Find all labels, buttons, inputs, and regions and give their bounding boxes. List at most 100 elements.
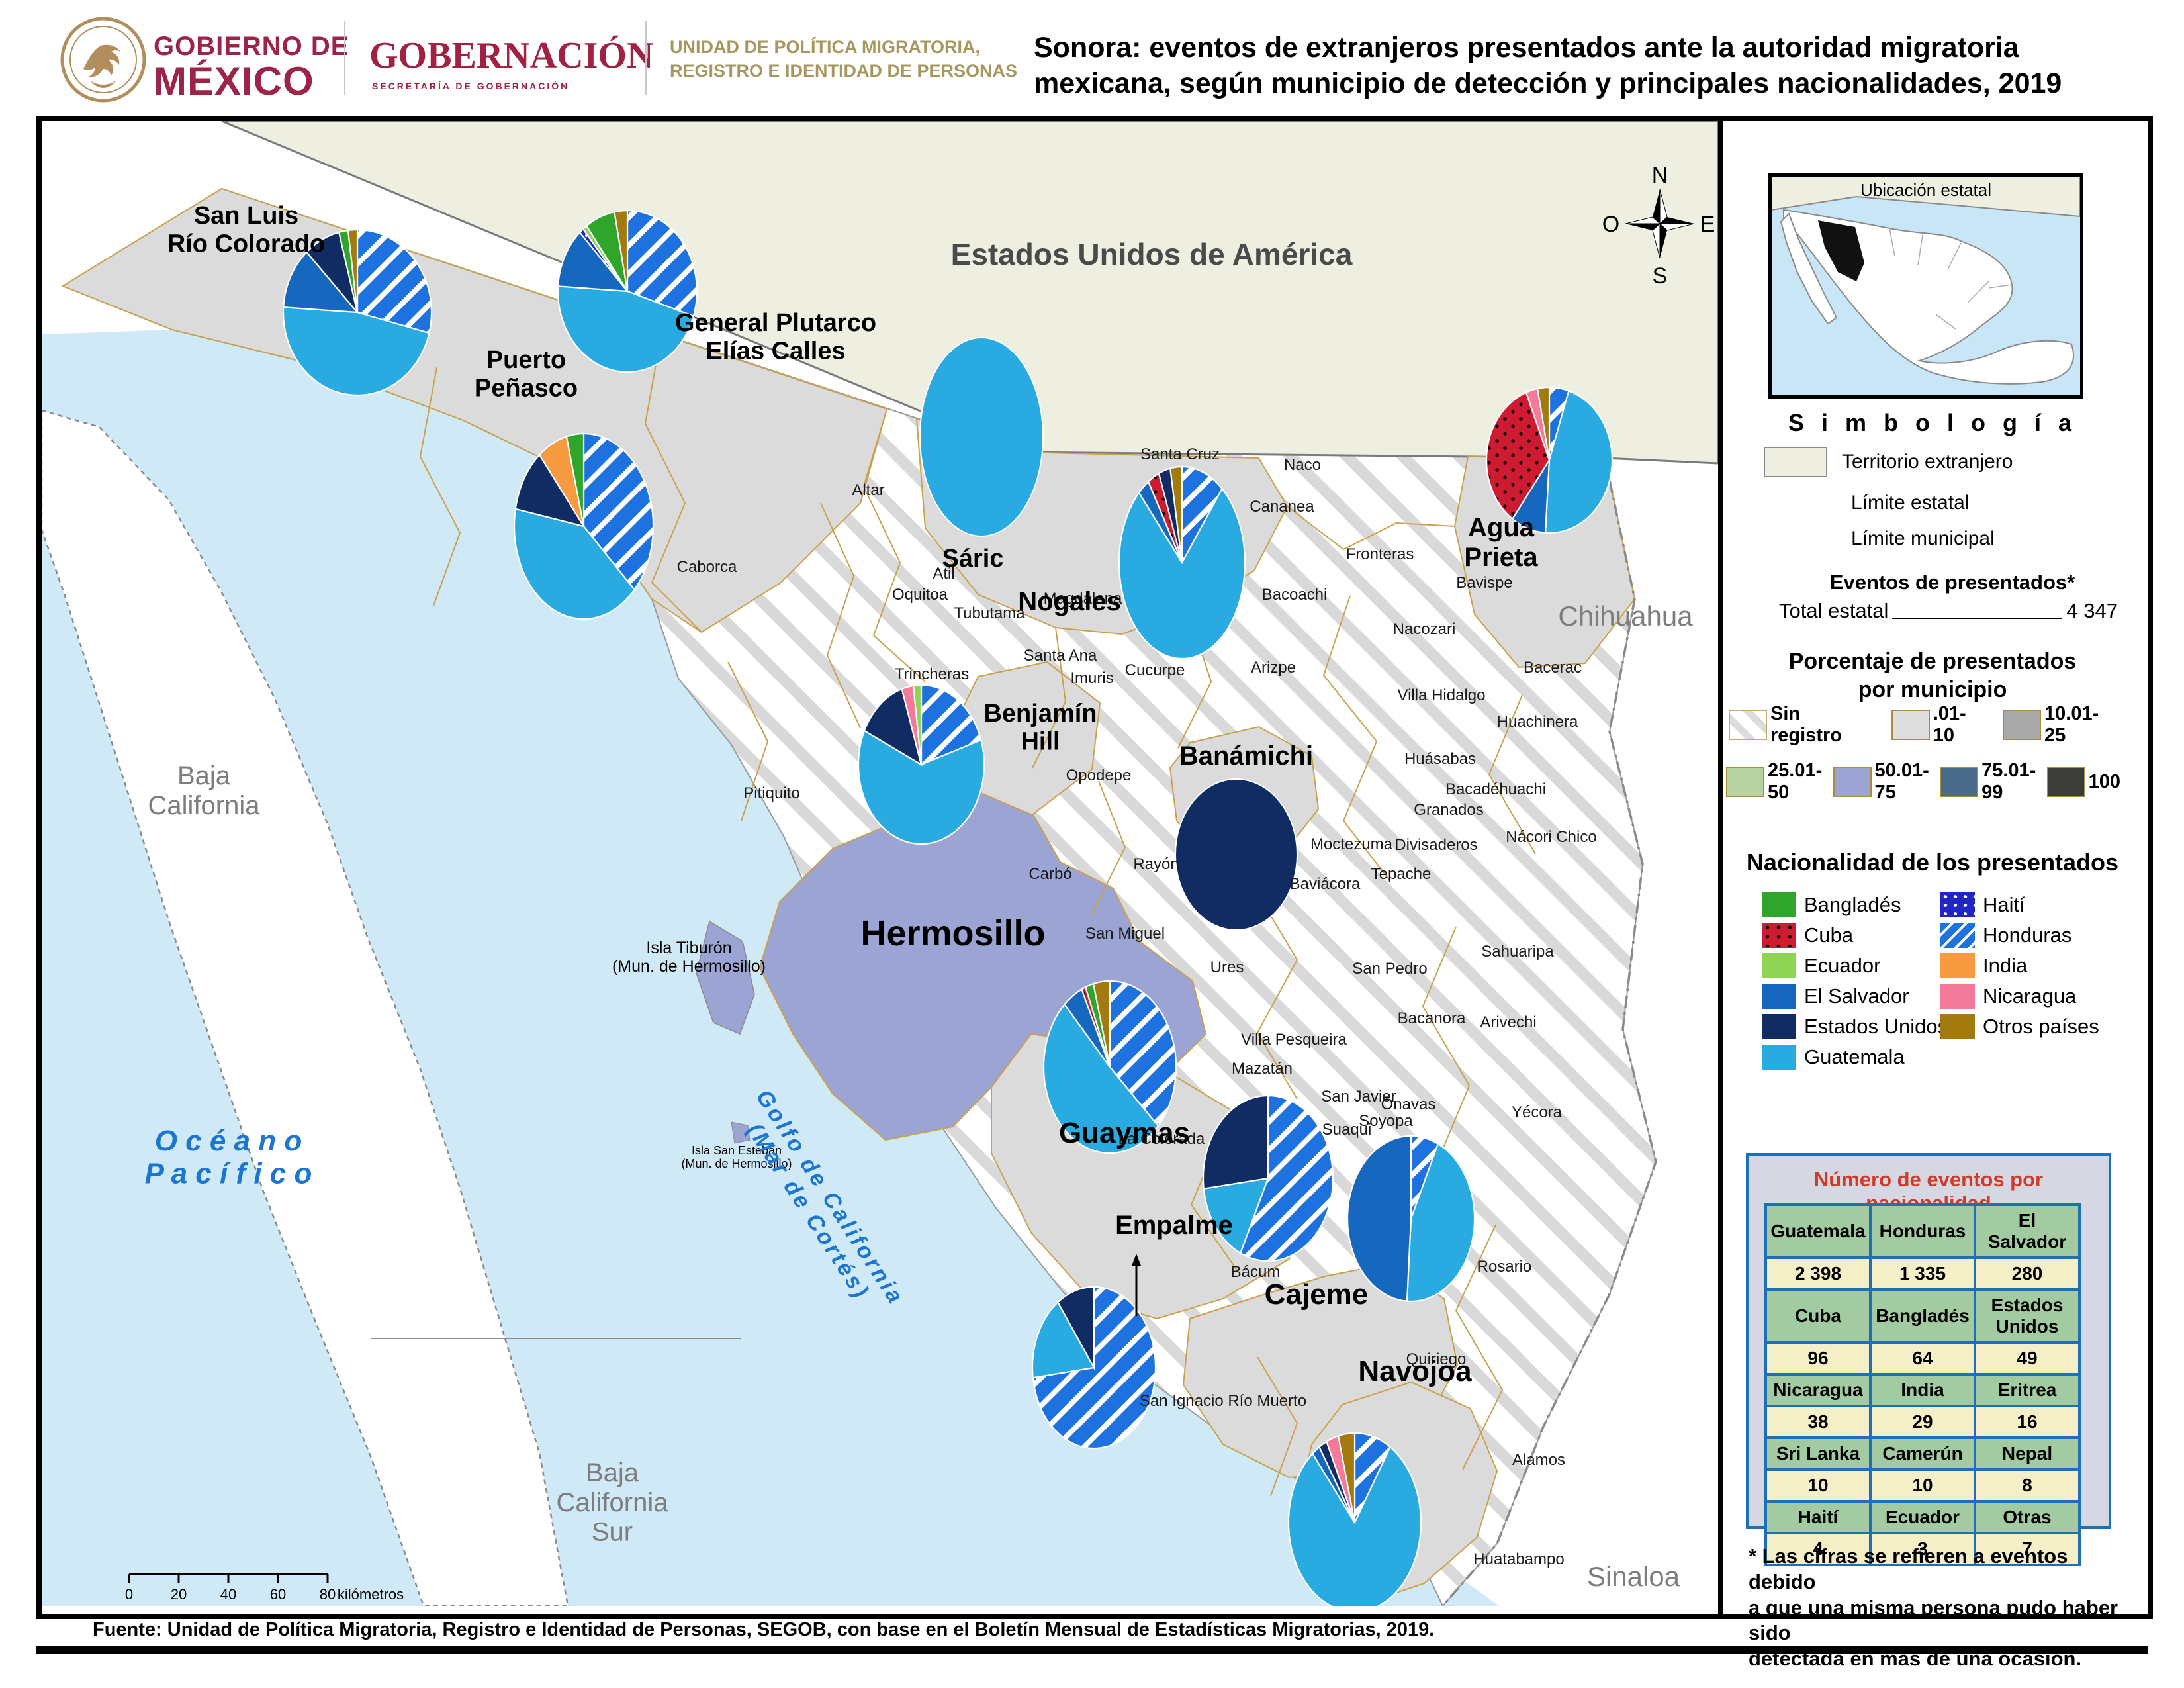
header-row: Sri Lanka Camerún Nepal	[1764, 1436, 2081, 1471]
label-baja: Baja California	[148, 761, 261, 820]
label-hermosillo: Hermosillo	[860, 914, 1045, 953]
label-bavispe: Bavispe	[1456, 574, 1512, 592]
slice-guatemala	[1118, 487, 1246, 660]
class-item-c25_50: 25.01-50	[1726, 760, 1825, 804]
bangladesh-swatch	[1762, 892, 1796, 917]
label-suaqui: Suaqui	[1322, 1121, 1372, 1139]
label-trincheras: Trincheras	[895, 665, 969, 683]
nationality-cell: Camerún	[1869, 1436, 1976, 1471]
slice-ecuador	[912, 684, 923, 765]
scale-tick: 20	[171, 1586, 187, 1603]
class-label: 10.01-25	[2044, 703, 2099, 746]
pie-benjamín-hill	[857, 684, 985, 845]
nationality-cell: Bangladés	[1869, 1288, 1976, 1344]
scale-unit: kilómetros	[338, 1586, 404, 1603]
municipal-boundary	[419, 367, 461, 606]
class-label: .01-10	[1933, 703, 1966, 746]
pie-nogales	[1118, 465, 1246, 660]
territorio-label: Territorio extranjero	[1842, 451, 2013, 473]
label-tepache: Tepache	[1371, 865, 1432, 883]
legend-limite-municipal-row: Límite municipal	[1764, 526, 1995, 552]
value-cell: 10	[1869, 1468, 1976, 1503]
slice-otros	[1169, 465, 1183, 563]
class-legend-row2: 25.01-50 50.01-75 75.01-99 100	[1726, 760, 2120, 804]
nationality-cell: Sri Lanka	[1764, 1436, 1872, 1471]
nationality-label: Guatemala	[1804, 1045, 1905, 1068]
value-cell: 64	[1869, 1341, 1976, 1376]
header-divider	[344, 21, 345, 95]
pie-hermosillo	[1042, 980, 1177, 1154]
municipal-boundary	[1091, 780, 1126, 914]
map-title-line1: Sonora: eventos de extranjeros presentad…	[1034, 32, 2019, 64]
slice-estados_unidos	[1056, 1286, 1095, 1371]
total-label: Total estatal	[1779, 599, 1889, 622]
label-la-colorada: La Colorada	[1118, 1130, 1205, 1148]
municipal-boundary	[1322, 595, 1390, 881]
baja-peninsula	[42, 409, 569, 1606]
gobernacion-wordmark: GOBERNACIÓN	[369, 35, 654, 76]
label-nacozari: Nacozari	[1393, 620, 1456, 638]
isla-tiburon	[696, 920, 755, 1035]
nicaragua-swatch	[1940, 984, 1975, 1009]
slice-guatemala	[1031, 1301, 1095, 1379]
gov-wordmark-line1: GOBIERNO DE	[154, 32, 349, 61]
label-san-miguel: San Miguel	[1085, 925, 1165, 943]
label-rosario: Rosario	[1477, 1258, 1532, 1276]
label-san-pedro: San Pedro	[1352, 960, 1427, 978]
map-title-line2: mexicana, según municipio de detección y…	[1034, 68, 2062, 99]
label-bacerac: Bacerac	[1524, 659, 1582, 677]
label-oquitoa: Oquitoa	[892, 586, 948, 604]
simbologia-heading: S i m b o l o g í a	[1788, 409, 2077, 436]
label-yécora: Yécora	[1512, 1103, 1563, 1121]
nationality-cell: Otras	[1974, 1500, 2081, 1534]
value-row: 10 10 8	[1764, 1468, 2081, 1503]
label-isla-tiburón: Isla Tiburón (Mun. de Hermosillo)	[612, 939, 766, 976]
class-swatch-c50_75	[1833, 767, 1872, 797]
scale-bar	[128, 1573, 329, 1583]
slice-guatemala	[1203, 1177, 1269, 1254]
nacionalidad-heading: Nacionalidad de los presentados	[1746, 849, 2119, 876]
header-row: Nicaragua India Eritrea	[1764, 1373, 2081, 1407]
label-huachinera: Huachinera	[1497, 713, 1578, 731]
label-baja: Baja California Sur	[557, 1458, 669, 1547]
slice-otros	[614, 209, 629, 292]
label-mazatán: Mazatán	[1232, 1060, 1293, 1078]
label-villa-hidalgo: Villa Hidalgo	[1398, 686, 1486, 704]
leader-line	[1892, 617, 2063, 619]
label-navojoa: Navojoa	[1358, 1355, 1472, 1387]
nationality-label: Estados Unidos	[1804, 1015, 1948, 1038]
pie-banámichi	[1175, 778, 1298, 931]
municipal-boundary	[1032, 627, 1067, 769]
label-villa-pesqueira: Villa Pesqueira	[1241, 1031, 1347, 1049]
pie-guaymas	[1202, 1094, 1334, 1262]
events-by-nationality-table: Guatemala Honduras El Salvador 2 398 1 335 28…	[1764, 1203, 2081, 1566]
header-row: Haití Ecuador Otras	[1764, 1500, 2081, 1534]
header-row: Cuba Bangladés Estados Unidos	[1764, 1288, 2081, 1344]
label-sahuaripa: Sahuaripa	[1481, 943, 1554, 961]
municipal-boundary	[1287, 506, 1455, 551]
label-agua-prieta: Agua Prieta	[1464, 513, 1538, 572]
slice-el_salvador	[557, 231, 629, 293]
label-imuris: Imuris	[1070, 669, 1113, 687]
class-label: 50.01-75	[1874, 760, 1929, 803]
slice-estados_unidos	[514, 453, 586, 528]
label-rayón: Rayón	[1133, 855, 1179, 873]
territorio-swatch	[1764, 447, 1827, 477]
cuba-swatch	[1762, 923, 1796, 948]
legend-limite-estatal-row: Límite estatal	[1764, 490, 1969, 516]
municipal-boundary	[1488, 694, 1536, 855]
estados_unidos-swatch	[1762, 1014, 1796, 1039]
class-label: 25.01-50	[1768, 760, 1823, 803]
pie-cajeme	[1346, 1135, 1476, 1303]
pie-san-luis-río-colorado	[282, 228, 433, 397]
state-boundary-east	[1441, 457, 1657, 1606]
scale-tick: 80	[320, 1586, 336, 1603]
pie-navojoa	[1287, 1432, 1422, 1606]
slice-bangladesh	[565, 432, 585, 527]
label-cajeme: Cajeme	[1265, 1278, 1369, 1311]
slice-guatemala	[557, 285, 695, 373]
nationality-cell: Cuba	[1764, 1288, 1872, 1344]
bottom-rule	[36, 1646, 2148, 1654]
class-swatch-hatch	[1729, 710, 1767, 740]
class-swatch-c01_10	[1891, 710, 1930, 740]
